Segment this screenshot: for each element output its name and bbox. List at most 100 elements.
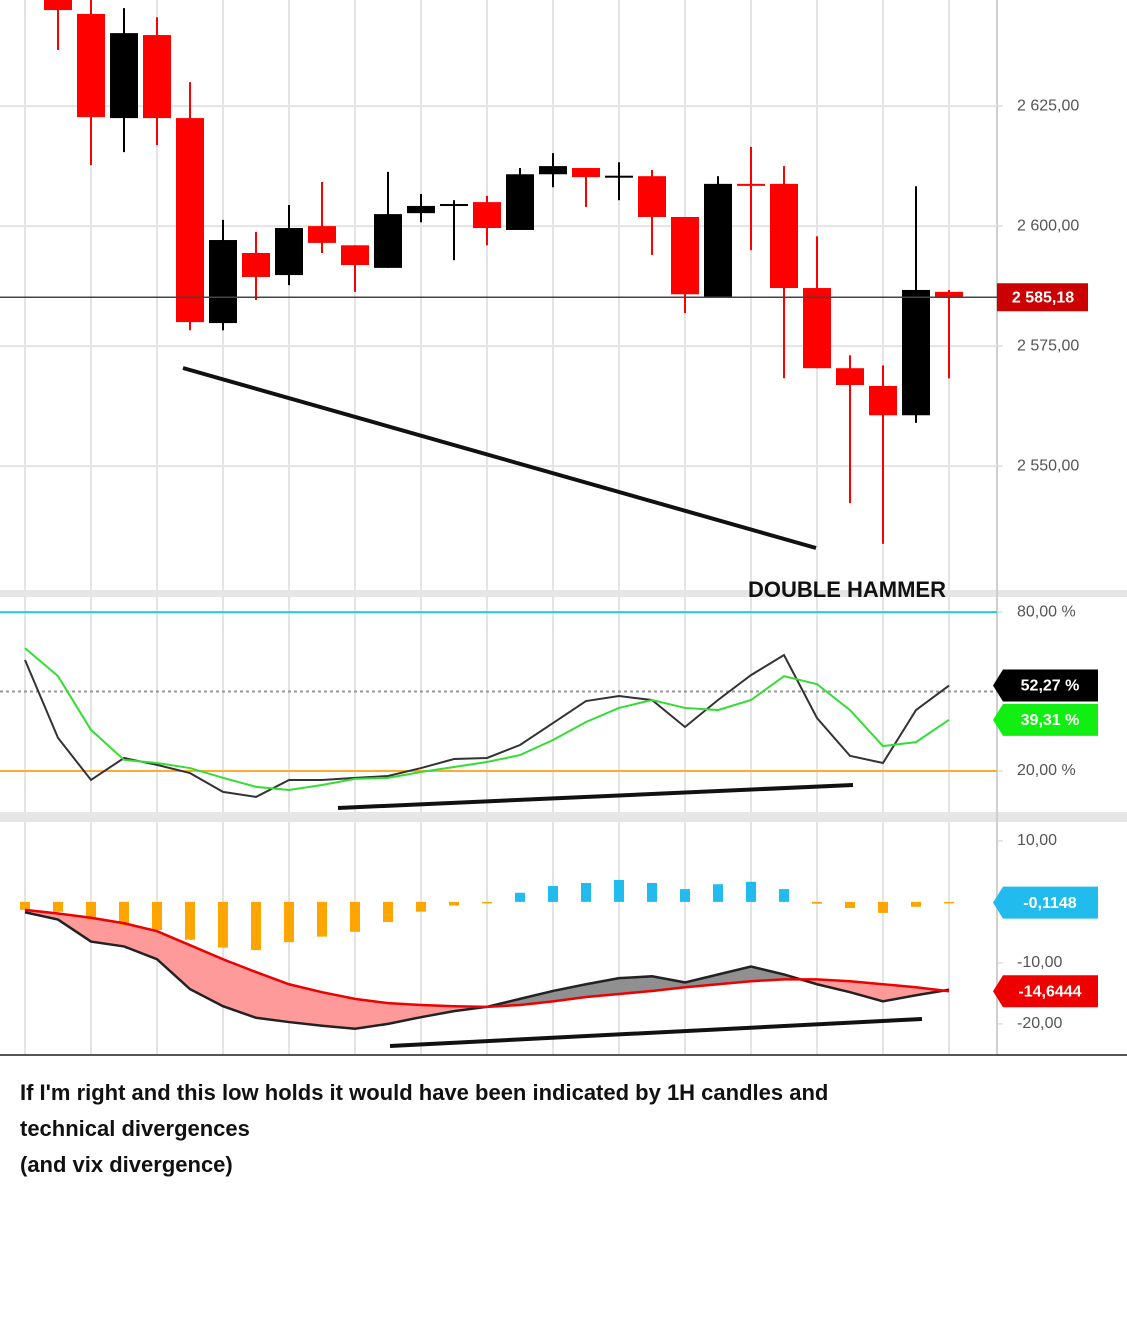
- candle-body: [539, 166, 567, 175]
- trend-lines: [182, 366, 923, 1048]
- macd-fill: [718, 966, 751, 985]
- candle-body: [110, 33, 138, 119]
- caption-line: (and vix divergence): [20, 1152, 233, 1177]
- histogram-bar: [317, 901, 327, 937]
- value-marker-label: 52,27 %: [1021, 678, 1080, 695]
- y-tick-label: 80,00 %: [1017, 603, 1076, 620]
- value-marker-label: 39,31 %: [1021, 712, 1080, 729]
- macd-fill: [751, 966, 784, 982]
- histogram-bar: [20, 901, 30, 910]
- y-tick-label: 2 625,00: [1017, 97, 1079, 114]
- stochastic-line: [24, 647, 950, 792]
- macd-fill: [157, 931, 190, 990]
- candle-body: [176, 118, 204, 323]
- histogram-bar: [878, 901, 888, 913]
- histogram-bar: [845, 901, 855, 909]
- candle-body: [143, 35, 171, 119]
- value-marker: [997, 283, 1088, 312]
- histogram-bar: [779, 889, 789, 902]
- macd-line: [24, 908, 950, 1009]
- histogram-bar: [581, 882, 591, 902]
- macd-fill: [190, 945, 223, 1007]
- y-tick-label: 10,00: [1017, 832, 1057, 849]
- histogram-bar: [416, 901, 426, 912]
- vertical-grid: [24, 0, 950, 1055]
- histogram-bar: [251, 901, 261, 951]
- histogram-bar: [746, 881, 756, 902]
- value-marker-label: -0,1148: [1023, 895, 1076, 912]
- candle-body: [638, 176, 666, 217]
- histogram-bar: [482, 901, 492, 904]
- macd-fill: [619, 976, 652, 995]
- candle-body: [44, 0, 72, 11]
- value-marker: [993, 886, 1098, 919]
- histogram-bar: [119, 901, 129, 926]
- macd-fill: [91, 917, 124, 947]
- macd-fill: [355, 998, 388, 1029]
- value-marker: [993, 669, 1098, 702]
- value-marker: [993, 975, 1098, 1008]
- macd-fill: [256, 972, 289, 1023]
- caption-line: If I'm right and this low holds it would…: [20, 1080, 828, 1105]
- price-panel: [0, 0, 997, 544]
- candle-body: [869, 385, 897, 416]
- histogram-bar: [548, 886, 558, 902]
- y-tick-label: 2 600,00: [1017, 217, 1079, 234]
- annotation: DOUBLE HAMMER: [748, 577, 946, 602]
- y-tick-label: 20,00 %: [1017, 762, 1076, 779]
- histogram-bar: [911, 901, 921, 907]
- candle-body: [737, 183, 765, 186]
- macd-panel: [20, 879, 954, 1031]
- candle-body: [407, 205, 435, 214]
- candle-body: [473, 202, 501, 229]
- candle-body: [836, 368, 864, 386]
- value-marker: [993, 703, 1098, 736]
- trend-line: [182, 366, 817, 550]
- y-tick-label: 2 575,00: [1017, 337, 1079, 354]
- histogram-bar: [152, 901, 162, 930]
- value-marker-label: -14,6444: [1018, 983, 1081, 1000]
- macd-fill: [58, 913, 91, 942]
- histogram-bar: [449, 901, 459, 906]
- histogram-bar: [53, 901, 63, 912]
- stochastic-line: [24, 653, 950, 798]
- macd-fill: [289, 984, 322, 1026]
- macd-fill: [850, 981, 883, 1002]
- y-tick-label: 2 550,00: [1017, 457, 1079, 474]
- candle-body: [803, 288, 831, 369]
- macd-fill: [421, 1004, 454, 1018]
- candle-body: [440, 204, 468, 207]
- y-tick-label: -10,00: [1017, 954, 1062, 971]
- right-axis: 2 625,00 2 600,00 2 575,00 2 550,00 2 585,18…: [993, 97, 1098, 1032]
- histogram-bar: [284, 901, 294, 943]
- macd-fill: [124, 923, 157, 960]
- trend-line: [337, 783, 854, 810]
- histogram-bar: [383, 901, 393, 923]
- histogram-bar: [812, 901, 822, 904]
- stochastic-panel: [0, 611, 997, 798]
- candle-body: [308, 226, 336, 243]
- histogram-bar: [944, 901, 954, 904]
- value-marker-label: 2 585,18: [1012, 289, 1074, 306]
- histogram-bar: [350, 901, 360, 932]
- candle-body: [275, 228, 303, 276]
- candle-body: [209, 240, 237, 324]
- candle-body: [935, 291, 963, 298]
- candle-body: [572, 168, 600, 178]
- histogram-bar: [647, 882, 657, 902]
- candle-body: [374, 214, 402, 268]
- histogram-bar: [713, 884, 723, 902]
- candle-body: [902, 289, 930, 416]
- caption-line: technical divergences: [20, 1116, 250, 1141]
- panel-separator: [0, 812, 1127, 822]
- candle-body: [605, 175, 633, 178]
- candle-body: [704, 183, 732, 298]
- histogram-bar: [86, 901, 96, 921]
- histogram-bar: [680, 889, 690, 902]
- histogram-bar: [614, 879, 624, 902]
- candle-body: [506, 174, 534, 230]
- candle-body: [242, 252, 270, 277]
- trend-line: [389, 1017, 923, 1048]
